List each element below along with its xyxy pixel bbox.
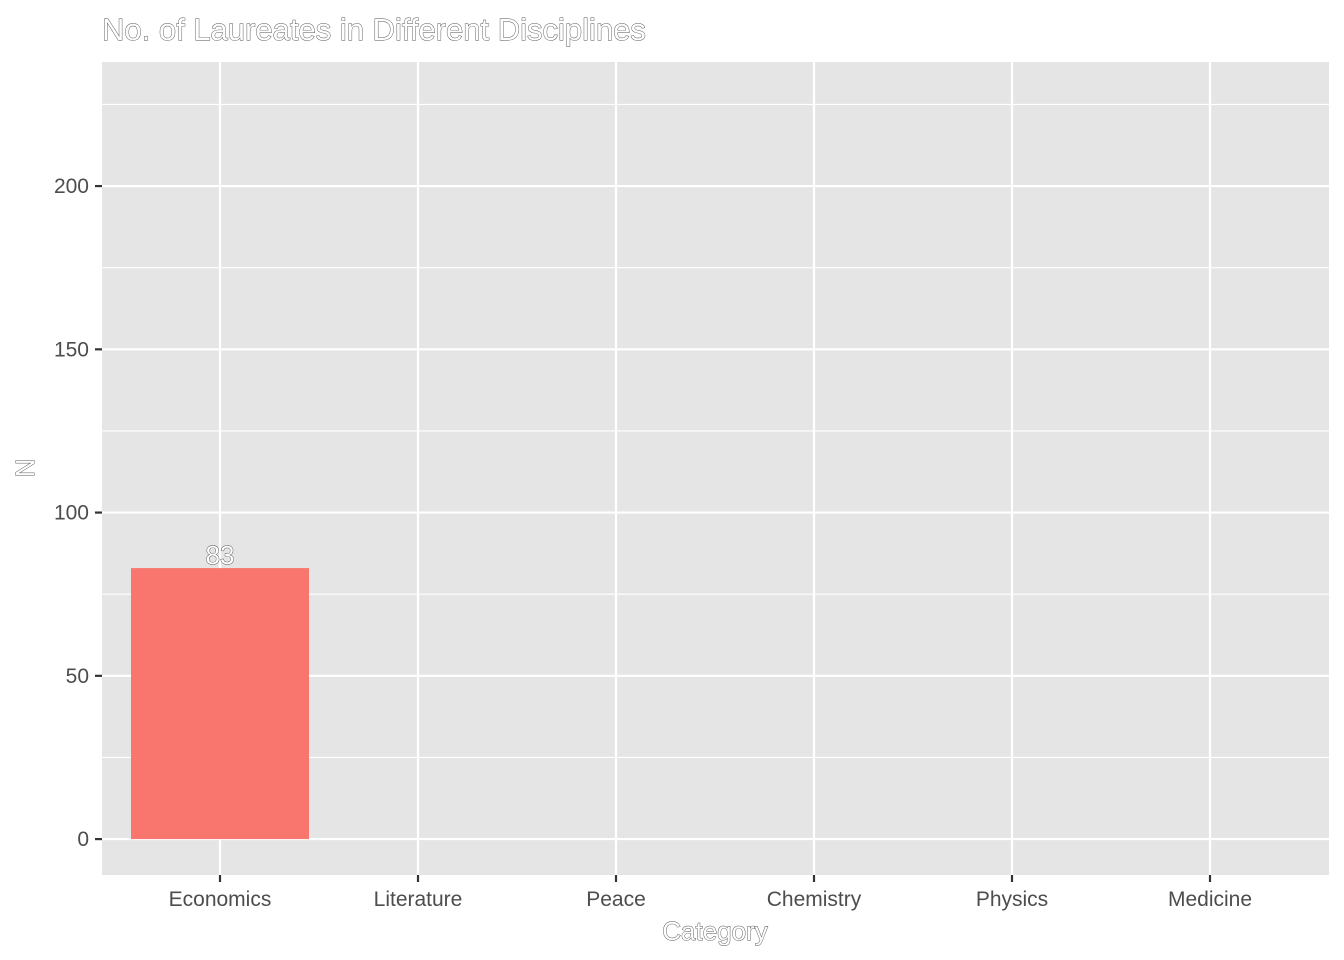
x-tick-label: Medicine (1168, 888, 1252, 911)
x-tick-label: Economics (169, 888, 272, 911)
y-tick-label: 200 (54, 175, 89, 198)
bar-economics (131, 568, 309, 840)
x-tick-label: Physics (976, 888, 1048, 911)
x-axis-title: Category (662, 916, 768, 946)
y-tick-label: 0 (77, 828, 89, 851)
x-tick-label: Literature (374, 888, 463, 911)
x-tick-label: Chemistry (767, 888, 862, 911)
x-tick-label: Peace (586, 888, 646, 911)
y-tick-label: 100 (54, 502, 89, 525)
chart-title: No. of Laureates in Different Discipline… (102, 12, 646, 47)
x-axis: Economics Literature Peace Chemistry Physics… (169, 875, 1252, 911)
y-axis: 0 50 100 150 200 (54, 175, 102, 851)
data-label: 83 (206, 540, 235, 570)
y-axis-title: N (10, 459, 40, 478)
bars (131, 568, 309, 840)
data-labels: 83 (205, 540, 235, 571)
y-tick-label: 50 (66, 665, 89, 688)
y-tick-label: 150 (54, 338, 89, 361)
